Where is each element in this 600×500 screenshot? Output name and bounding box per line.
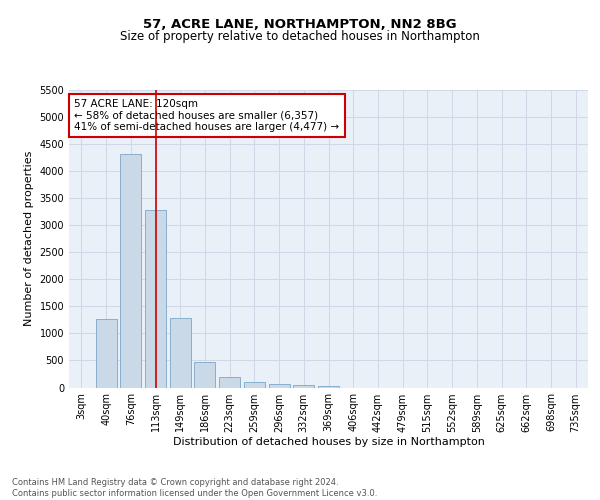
Bar bbox=[194, 362, 215, 388]
Bar bbox=[244, 382, 265, 388]
Text: Contains HM Land Registry data © Crown copyright and database right 2024.
Contai: Contains HM Land Registry data © Crown c… bbox=[12, 478, 377, 498]
Bar bbox=[145, 210, 166, 388]
X-axis label: Distribution of detached houses by size in Northampton: Distribution of detached houses by size … bbox=[173, 438, 484, 448]
Text: 57 ACRE LANE: 120sqm
← 58% of detached houses are smaller (6,357)
41% of semi-de: 57 ACRE LANE: 120sqm ← 58% of detached h… bbox=[74, 99, 340, 132]
Bar bbox=[293, 386, 314, 388]
Text: Size of property relative to detached houses in Northampton: Size of property relative to detached ho… bbox=[120, 30, 480, 43]
Bar bbox=[269, 384, 290, 388]
Y-axis label: Number of detached properties: Number of detached properties bbox=[24, 151, 34, 326]
Bar bbox=[95, 320, 116, 388]
Bar bbox=[120, 154, 141, 388]
Bar bbox=[219, 377, 240, 388]
Bar bbox=[170, 318, 191, 388]
Text: 57, ACRE LANE, NORTHAMPTON, NN2 8BG: 57, ACRE LANE, NORTHAMPTON, NN2 8BG bbox=[143, 18, 457, 30]
Bar bbox=[318, 386, 339, 388]
